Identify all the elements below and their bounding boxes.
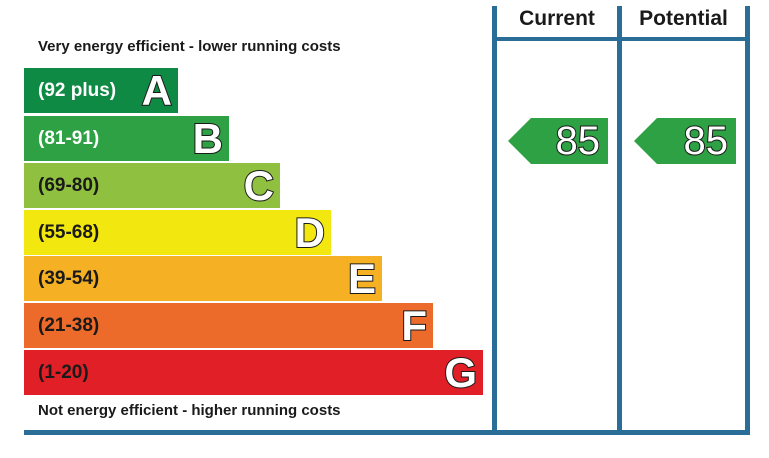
current-column-header: Current — [519, 7, 595, 30]
potential-column-header: Potential — [639, 7, 728, 30]
band-c: (69-80) C — [24, 163, 280, 208]
band-d-letter: D — [294, 208, 326, 256]
band-f-range: (21-38) — [38, 314, 100, 336]
bottom-caption: Not energy efficient - higher running co… — [38, 402, 341, 419]
band-b-range: (81-91) — [38, 127, 100, 149]
potential-rating-arrow: 85 — [634, 118, 736, 164]
band-e-range: (39-54) — [38, 267, 100, 289]
band-a-range: (92 plus) — [38, 79, 117, 101]
band-d-range: (55-68) — [38, 221, 100, 243]
band-c-letter: C — [243, 161, 275, 209]
header-rule — [492, 37, 750, 41]
band-f-letter: F — [400, 301, 428, 349]
band-d: (55-68) D — [24, 210, 331, 255]
divider-middle — [617, 6, 622, 434]
current-rating-arrow: 85 — [508, 118, 608, 164]
band-g-letter: G — [443, 348, 478, 396]
top-caption: Very energy efficient - lower running co… — [38, 38, 341, 55]
band-f: (21-38) F — [24, 303, 433, 348]
band-a: (92 plus) A — [24, 68, 178, 113]
band-e-letter: E — [347, 254, 377, 302]
divider-right — [745, 6, 750, 434]
band-a-letter: A — [141, 66, 173, 114]
band-g-range: (1-20) — [38, 361, 89, 383]
band-b-letter: B — [192, 114, 224, 162]
band-g: (1-20) G — [24, 350, 483, 395]
band-b: (81-91) B — [24, 116, 229, 161]
potential-rating-value: 85 — [683, 119, 729, 163]
band-c-range: (69-80) — [38, 174, 100, 196]
divider-left — [492, 6, 497, 434]
baseline-rule — [24, 430, 750, 435]
current-rating-value: 85 — [555, 119, 601, 163]
band-e: (39-54) E — [24, 256, 382, 301]
